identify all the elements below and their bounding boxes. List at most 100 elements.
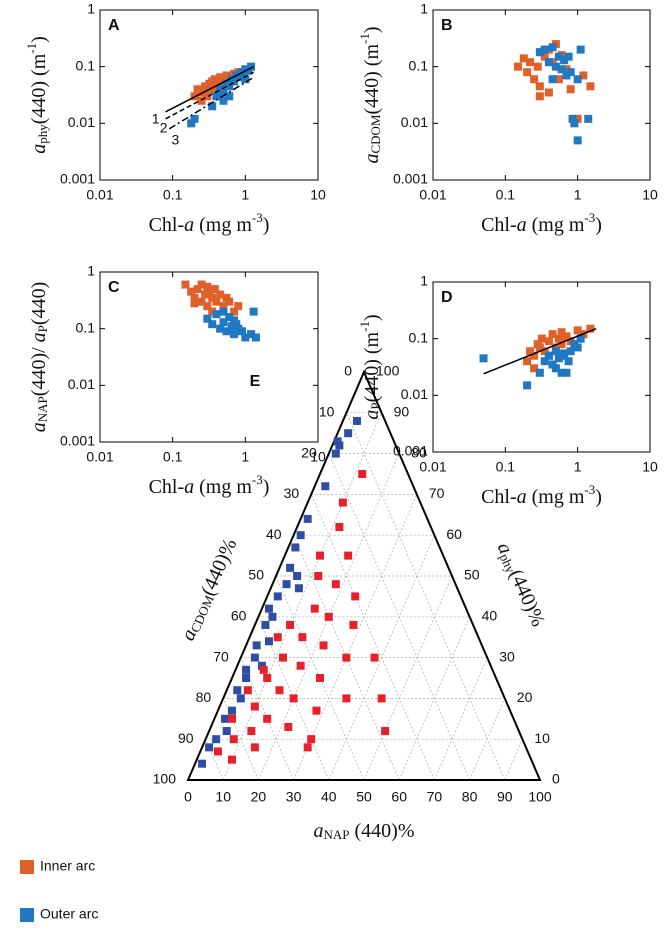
y-tick-label: 0.1 xyxy=(76,319,96,335)
bottom-tick-label: 70 xyxy=(427,789,443,805)
data-point xyxy=(190,299,199,308)
data-point xyxy=(584,114,593,123)
data-point xyxy=(203,92,212,101)
data-point xyxy=(377,694,386,703)
data-point xyxy=(514,62,523,71)
label-part: ) xyxy=(361,314,383,321)
grid-line xyxy=(222,412,382,781)
y-tick-label: 1 xyxy=(87,1,95,17)
data-point xyxy=(263,714,272,723)
panel-letter: A xyxy=(108,17,120,34)
data-point xyxy=(479,354,488,363)
data-point xyxy=(296,661,305,670)
label-part: a xyxy=(314,820,324,842)
data-point xyxy=(197,297,206,306)
fit-line xyxy=(168,76,254,130)
data-point xyxy=(381,727,390,736)
grid-line xyxy=(275,575,365,781)
y-tick-label: 0.001 xyxy=(393,171,428,187)
data-point xyxy=(238,327,247,336)
data-point xyxy=(551,364,560,373)
bottom-axis-label: aNAP (440)% xyxy=(314,820,415,842)
data-point xyxy=(560,56,569,65)
label-part: -1 xyxy=(357,33,372,44)
y-tick-label: 0.1 xyxy=(409,57,429,73)
right-tick-label: 20 xyxy=(517,689,533,705)
data-point xyxy=(203,282,212,291)
data-point xyxy=(230,307,239,316)
data-point xyxy=(335,523,344,532)
label-part: -1 xyxy=(24,43,39,54)
data-point xyxy=(296,531,305,540)
data-point xyxy=(208,320,217,329)
data-point xyxy=(303,743,312,752)
data-point xyxy=(275,686,284,695)
data-point xyxy=(351,592,360,601)
y-tick-label: 1 xyxy=(420,1,428,17)
label-part: (440)% xyxy=(505,566,549,630)
data-point xyxy=(526,58,535,67)
data-point xyxy=(331,449,340,458)
data-point xyxy=(338,498,347,507)
data-point xyxy=(228,755,236,764)
panel-letter: C xyxy=(108,279,120,296)
data-point xyxy=(242,674,251,682)
grid-line xyxy=(222,698,259,781)
label-part: a xyxy=(361,154,383,164)
panel-letter: B xyxy=(441,17,453,34)
grid-line xyxy=(363,575,453,781)
data-point xyxy=(291,543,300,552)
label-part: (mg m xyxy=(527,486,585,508)
label-part: ) xyxy=(28,36,50,43)
bottom-tick-label: 20 xyxy=(251,789,267,805)
label-part: -3 xyxy=(252,210,263,225)
y-tick-label: 1 xyxy=(420,273,428,289)
data-point xyxy=(208,307,217,316)
legend-label: Outer arc xyxy=(40,906,98,922)
label-part: (440) xyxy=(28,282,50,325)
data-point xyxy=(557,351,566,360)
x-axis-label: Chl-a (mg m-3) xyxy=(481,210,602,236)
data-point xyxy=(576,45,585,54)
data-point xyxy=(533,62,542,71)
label-part: NAP xyxy=(35,396,50,422)
left-tick-label: 10 xyxy=(319,404,335,420)
data-point xyxy=(187,287,196,296)
label-part: (440) (m xyxy=(361,44,383,115)
data-point xyxy=(530,364,539,373)
legend-label: Inner arc xyxy=(40,858,95,874)
data-point xyxy=(187,119,196,128)
label-part: Chl- xyxy=(149,214,185,236)
label-part: a xyxy=(517,214,527,236)
label-part: ) xyxy=(263,214,270,236)
data-point xyxy=(307,735,316,744)
data-point xyxy=(333,437,342,446)
label-part: (mg m xyxy=(194,214,252,236)
x-axis-label: Chl-a (mg m-3) xyxy=(149,472,270,498)
fit-line xyxy=(165,71,254,120)
data-point xyxy=(208,77,217,86)
panel-letter: E xyxy=(250,373,261,390)
data-point xyxy=(523,68,532,77)
data-point xyxy=(220,714,229,723)
right-tick-label: 70 xyxy=(429,485,445,501)
data-point xyxy=(252,641,261,650)
right-tick-label: 80 xyxy=(411,444,427,460)
left-tick-label: 30 xyxy=(284,485,300,501)
data-point xyxy=(535,343,544,352)
data-point xyxy=(344,551,353,560)
label-part: -3 xyxy=(584,210,595,225)
data-point xyxy=(544,351,553,360)
grid-line xyxy=(310,494,435,781)
x-tick-label: 0.1 xyxy=(496,187,516,203)
x-tick-label: 0.1 xyxy=(496,459,516,475)
data-point xyxy=(201,82,210,91)
x-tick-label: 10 xyxy=(642,187,658,203)
label-part: Chl- xyxy=(481,486,517,508)
left-tick-label: 80 xyxy=(196,689,212,705)
data-point xyxy=(294,584,303,593)
data-point xyxy=(557,65,566,74)
data-point xyxy=(261,620,270,629)
x-tick-label: 10 xyxy=(310,187,326,203)
data-point xyxy=(358,470,367,478)
